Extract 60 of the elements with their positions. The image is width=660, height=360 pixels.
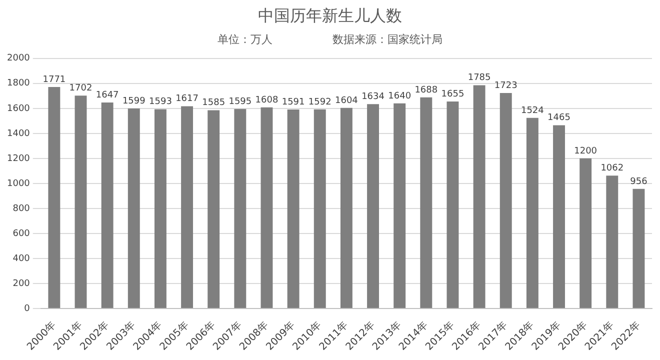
y-tick-label: 1000 bbox=[7, 178, 30, 189]
bar bbox=[154, 109, 166, 308]
data-label: 1608 bbox=[255, 95, 278, 106]
data-label: 1771 bbox=[42, 74, 66, 85]
bar bbox=[580, 158, 592, 308]
data-label: 1599 bbox=[122, 96, 146, 106]
source-note: 数据来源：国家统计局 bbox=[332, 33, 442, 46]
bar bbox=[74, 96, 87, 308]
data-label: 1634 bbox=[362, 92, 385, 102]
bar bbox=[553, 125, 565, 308]
bar bbox=[128, 108, 140, 308]
bar bbox=[287, 110, 300, 308]
data-label: 1785 bbox=[468, 73, 491, 84]
bar bbox=[181, 106, 194, 308]
data-label: 1592 bbox=[308, 97, 332, 108]
bar bbox=[500, 93, 512, 308]
data-label: 1723 bbox=[494, 80, 518, 91]
y-tick-label: 1800 bbox=[7, 78, 30, 89]
bar bbox=[48, 87, 60, 308]
y-tick-label: 0 bbox=[24, 304, 30, 314]
chart-title: 中国历年新生儿人数 bbox=[257, 6, 403, 27]
data-label: 1595 bbox=[228, 96, 252, 107]
data-label: 1200 bbox=[574, 146, 598, 156]
y-tick-label: 2000 bbox=[7, 54, 30, 64]
chart-subtitle: 单位：万人 bbox=[218, 33, 272, 46]
data-label: 1585 bbox=[202, 98, 226, 108]
bar bbox=[208, 110, 220, 308]
data-label: 1688 bbox=[414, 85, 438, 96]
data-label: 1702 bbox=[69, 84, 92, 94]
data-label: 1591 bbox=[282, 97, 305, 108]
data-label: 1655 bbox=[441, 89, 464, 100]
y-tick-label: 1400 bbox=[7, 128, 30, 139]
data-label: 1640 bbox=[388, 91, 412, 102]
bar bbox=[473, 85, 486, 308]
y-tick-label: 800 bbox=[12, 204, 30, 214]
bar bbox=[367, 104, 379, 308]
data-label: 1617 bbox=[176, 94, 198, 104]
y-tick-label: 200 bbox=[12, 278, 30, 289]
bar bbox=[340, 108, 352, 308]
bar bbox=[606, 176, 618, 308]
y-tick-label: 600 bbox=[12, 228, 30, 239]
data-label: 1593 bbox=[149, 97, 172, 108]
data-label: 1604 bbox=[335, 96, 358, 106]
data-label: 1062 bbox=[600, 164, 624, 174]
data-label: 956 bbox=[630, 176, 648, 187]
bar bbox=[260, 107, 273, 308]
y-tick-label: 1600 bbox=[7, 104, 30, 114]
data-label: 1465 bbox=[548, 113, 570, 124]
bar bbox=[394, 103, 406, 308]
bar bbox=[420, 97, 432, 308]
y-tick-label: 1200 bbox=[7, 154, 30, 164]
data-label: 1647 bbox=[96, 90, 119, 100]
bar bbox=[101, 102, 114, 308]
data-label: 1524 bbox=[520, 106, 544, 116]
bar bbox=[234, 109, 246, 308]
bar bbox=[314, 109, 326, 308]
bar bbox=[526, 118, 538, 308]
bar bbox=[632, 188, 645, 308]
bar bbox=[446, 102, 459, 308]
y-tick-label: 400 bbox=[12, 254, 30, 264]
